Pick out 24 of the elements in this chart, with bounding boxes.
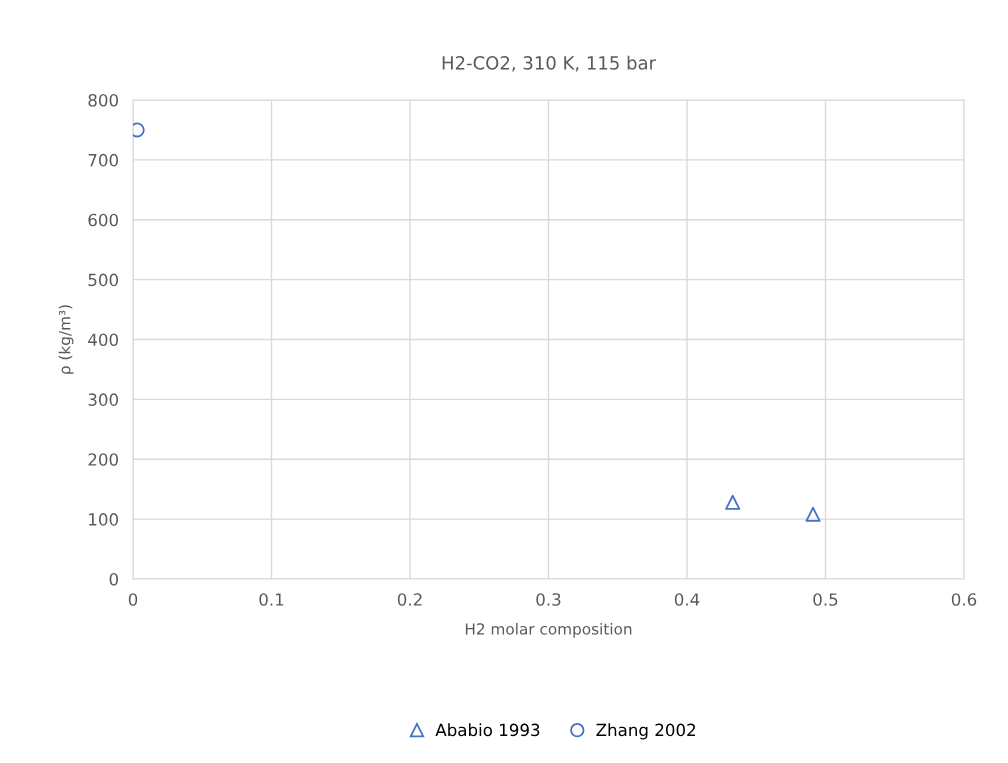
x-axis-title: H2 molar composition [465, 622, 632, 638]
x-tick-label: 0.1 [259, 593, 284, 606]
legend-label: Ababio 1993 [435, 723, 540, 737]
x-tick-label: 0 [128, 593, 138, 606]
x-tick-label: 0.6 [951, 593, 977, 606]
chart-title: H2-CO2, 310 K, 115 bar [442, 55, 657, 72]
y-tick-label: 700 [88, 153, 118, 167]
y-axis-title: ρ (kg/m³) [58, 305, 74, 374]
y-tick-label: 600 [88, 213, 118, 227]
y-tick-label: 0 [109, 572, 118, 586]
x-tick-label: 0.3 [536, 593, 561, 606]
y-tick-label: 300 [88, 393, 118, 406]
y-tick-label: 400 [88, 333, 118, 347]
point [133, 122, 145, 138]
legend-label: Zhang 2002 [596, 723, 696, 740]
point [725, 494, 741, 510]
x-tick-label: 0.5 [813, 593, 838, 606]
x-tick-label: 0.2 [397, 593, 422, 606]
y-tick-label: 800 [88, 93, 118, 107]
x-tick-label: 0.4 [674, 593, 700, 606]
y-tick-label: 200 [88, 453, 118, 466]
y-tick-label: 500 [88, 273, 118, 287]
point [805, 506, 821, 522]
y-tick-label: 100 [89, 513, 118, 526]
